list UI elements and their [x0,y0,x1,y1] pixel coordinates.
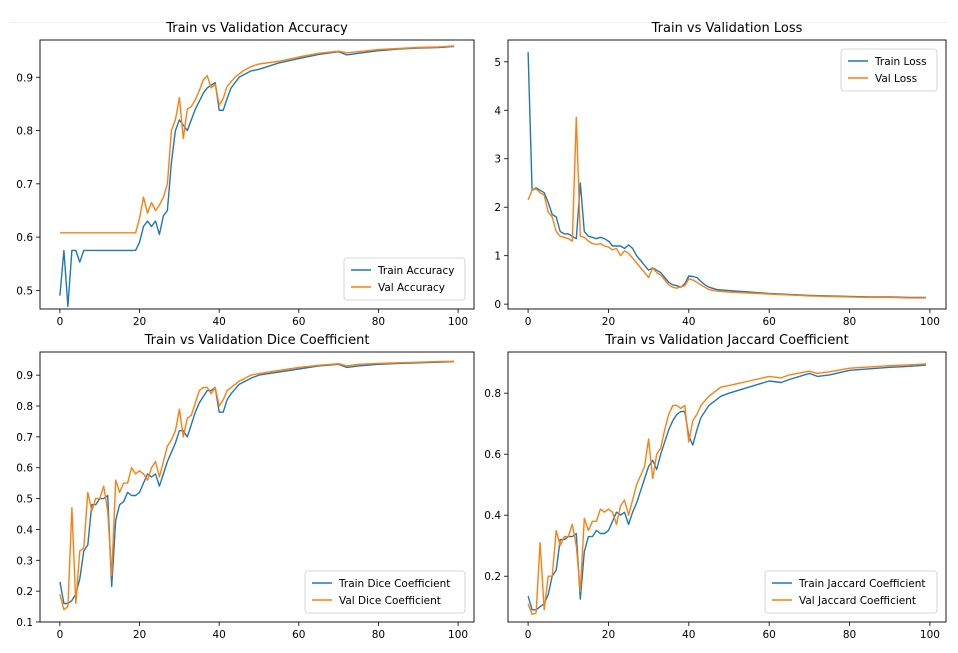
x-tick-label: 60 [763,629,776,641]
legend-label: Train Dice Coefficient [338,578,450,590]
legend-label: Val Dice Coefficient [339,595,441,607]
subplot-2: Train vs Validation Loss 0 20 40 60 80 100 0 1 2 3… [494,21,947,328]
x-tick-label: 40 [212,316,225,328]
legend-label: Val Jaccard Coefficient [799,595,916,607]
y-tick-label: 4 [494,105,501,117]
legend: Train Loss Val Loss [840,48,938,92]
x-tick-label: 80 [372,316,385,328]
x-tick-label: 100 [448,316,468,328]
y-tick-label: 1 [494,251,501,263]
top-divider [10,22,948,23]
y-tick-label: 0.2 [484,571,501,583]
legend-box [343,257,466,301]
plot-frame [507,351,947,623]
x-tick-label: 100 [448,629,468,641]
series-line-train-accuracy [59,45,455,307]
x-tick-label: 100 [920,316,940,328]
y-tick-label: 0.8 [16,401,33,413]
y-tick-label: 0.3 [16,555,33,567]
legend-label: Train Jaccard Coefficient [798,578,925,590]
x-tick-label: 0 [525,629,532,641]
x-tick-label: 0 [525,316,532,328]
y-tick-label: 0.8 [484,388,501,400]
series-line-val-accuracy [59,45,455,234]
y-tick-label: 0.7 [16,179,33,191]
series-line-train-loss [527,52,926,299]
x-tick-label: 40 [682,316,695,328]
y-tick-label: 0.1 [16,617,33,629]
legend: Train Dice Coefficient Val Dice Coefficie… [304,570,466,614]
x-tick-label: 20 [602,629,615,641]
y-tick-label: 0.4 [484,510,501,522]
x-tick-label: 40 [682,629,695,641]
series-line-val-dice-coefficient [59,360,455,611]
y-tick-label: 0.7 [16,432,33,444]
x-tick-label: 20 [602,316,615,328]
chart-title: Train vs Validation Accuracy [165,21,348,36]
series-line-train-dice-coefficient [59,360,455,605]
legend-label: Val Accuracy [378,282,445,294]
y-tick-label: 2 [494,202,501,214]
x-tick-label: 60 [292,316,305,328]
x-tick-label: 20 [133,629,146,641]
x-tick-label: 80 [843,629,856,641]
y-tick-label: 0.6 [484,449,501,461]
chart-title: Train vs Validation Loss [651,21,803,36]
y-tick-label: 0.6 [16,232,33,244]
x-tick-label: 80 [372,629,385,641]
y-tick-label: 0.9 [16,72,33,84]
series-line-val-jaccard-coefficient [527,363,926,616]
y-tick-label: 3 [494,154,501,166]
legend-box [304,570,466,614]
legend-label: Train Accuracy [377,265,454,277]
x-tick-label: 0 [57,316,64,328]
y-tick-label: 0.8 [16,126,33,138]
y-tick-label: 0.2 [16,586,33,598]
y-tick-label: 0.5 [16,285,33,297]
x-tick-label: 40 [212,629,225,641]
y-tick-label: 0.4 [16,524,33,536]
legend-label: Train Loss [874,56,927,68]
y-tick-label: 0 [494,299,501,311]
y-tick-label: 0.9 [16,370,33,382]
legend-box [764,570,938,614]
plot-frame [507,39,947,310]
chart-title: Train vs Validation Dice Coefficient [144,333,370,348]
subplot-4: Train vs Validation Jaccard Coefficient 0… [484,333,947,641]
y-tick-label: 0.6 [16,463,33,475]
subplot-1: Train vs Validation Accuracy 0 20 40 60 80 100… [16,21,475,328]
y-tick-label: 0.5 [16,494,33,506]
legend: Train Accuracy Val Accuracy [343,257,466,301]
plot-frame [39,351,475,623]
series-line-train-jaccard-coefficient [527,364,926,611]
subplot-3: Train vs Validation Dice Coefficient 0 20 4… [16,333,475,641]
chart-title: Train vs Validation Jaccard Coefficient [604,333,849,348]
x-tick-label: 80 [843,316,856,328]
x-tick-label: 0 [57,629,64,641]
series-line-val-loss [527,116,926,299]
legend-label: Val Loss [875,73,917,85]
legend-box [840,48,938,92]
plot-frame [39,39,475,310]
x-tick-label: 20 [133,316,146,328]
y-tick-label: 5 [494,57,501,69]
x-tick-label: 60 [763,316,776,328]
x-tick-label: 60 [292,629,305,641]
legend: Train Jaccard Coefficient Val Jaccard Coe… [764,570,938,614]
x-tick-label: 100 [920,629,940,641]
